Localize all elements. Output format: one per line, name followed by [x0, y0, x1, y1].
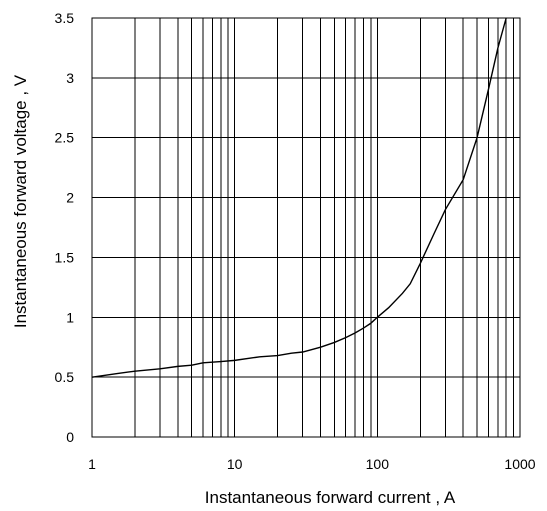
- plot-area-frame: [91, 17, 521, 438]
- x-tick-label: 10: [227, 456, 243, 472]
- y-tick-label: 2.5: [55, 130, 75, 146]
- y-grid-lines: [92, 77, 520, 378]
- x-grid-lines: [134, 18, 514, 437]
- x-axis-title: Instantaneous forward current , A: [205, 488, 456, 507]
- y-tick-label: 1.5: [55, 249, 75, 265]
- y-tick-label: 0: [66, 429, 74, 445]
- y-tick-label: 2: [66, 190, 74, 206]
- y-tick-label: 0.5: [55, 369, 75, 385]
- x-tick-labels: 1 10 100 1000: [88, 456, 536, 472]
- y-tick-label: 1: [66, 309, 74, 325]
- x-tick-label: 1000: [504, 456, 535, 472]
- x-tick-label: 1: [88, 456, 96, 472]
- x-tick-label: 100: [366, 456, 390, 472]
- y-tick-label: 3.5: [55, 10, 75, 26]
- forward-voltage-curve: [91, 17, 507, 378]
- y-axis-title: Instantaneous forward voltage , V: [11, 74, 30, 328]
- y-tick-label: 3: [66, 70, 74, 86]
- y-tick-labels: 0 0.5 1 1.5 2 2.5 3 3.5: [55, 10, 75, 445]
